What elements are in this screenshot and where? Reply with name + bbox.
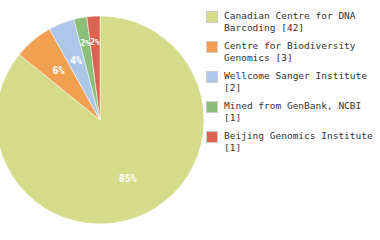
svg-text:85%: 85% [119, 173, 137, 184]
svg-text:2%: 2% [80, 39, 90, 48]
html-text:Canadian Centre for DNA: Canadian Centre for DNA [224, 10, 356, 21]
svg-text:6%: 6% [53, 65, 65, 76]
html-text:Beijing Genomics Institute [1]: Beijing Genomics Institute [1] [224, 130, 373, 153]
html-text:Centre for Biodiversity: Centre for Biodiversity [224, 40, 356, 51]
html-text:Wellcome Sanger Institute [2]: Wellcome Sanger Institute [2] [224, 70, 367, 93]
html-text:Genomics [3]: Genomics [3] [224, 52, 293, 63]
html-text:Barcoding [42]: Barcoding [42] [224, 22, 305, 33]
html-text:Mined from GenBank, NCBI [1]: Mined from GenBank, NCBI [1] [224, 100, 362, 123]
svg-text:4%: 4% [70, 55, 82, 66]
svg-text:2%: 2% [90, 38, 100, 47]
